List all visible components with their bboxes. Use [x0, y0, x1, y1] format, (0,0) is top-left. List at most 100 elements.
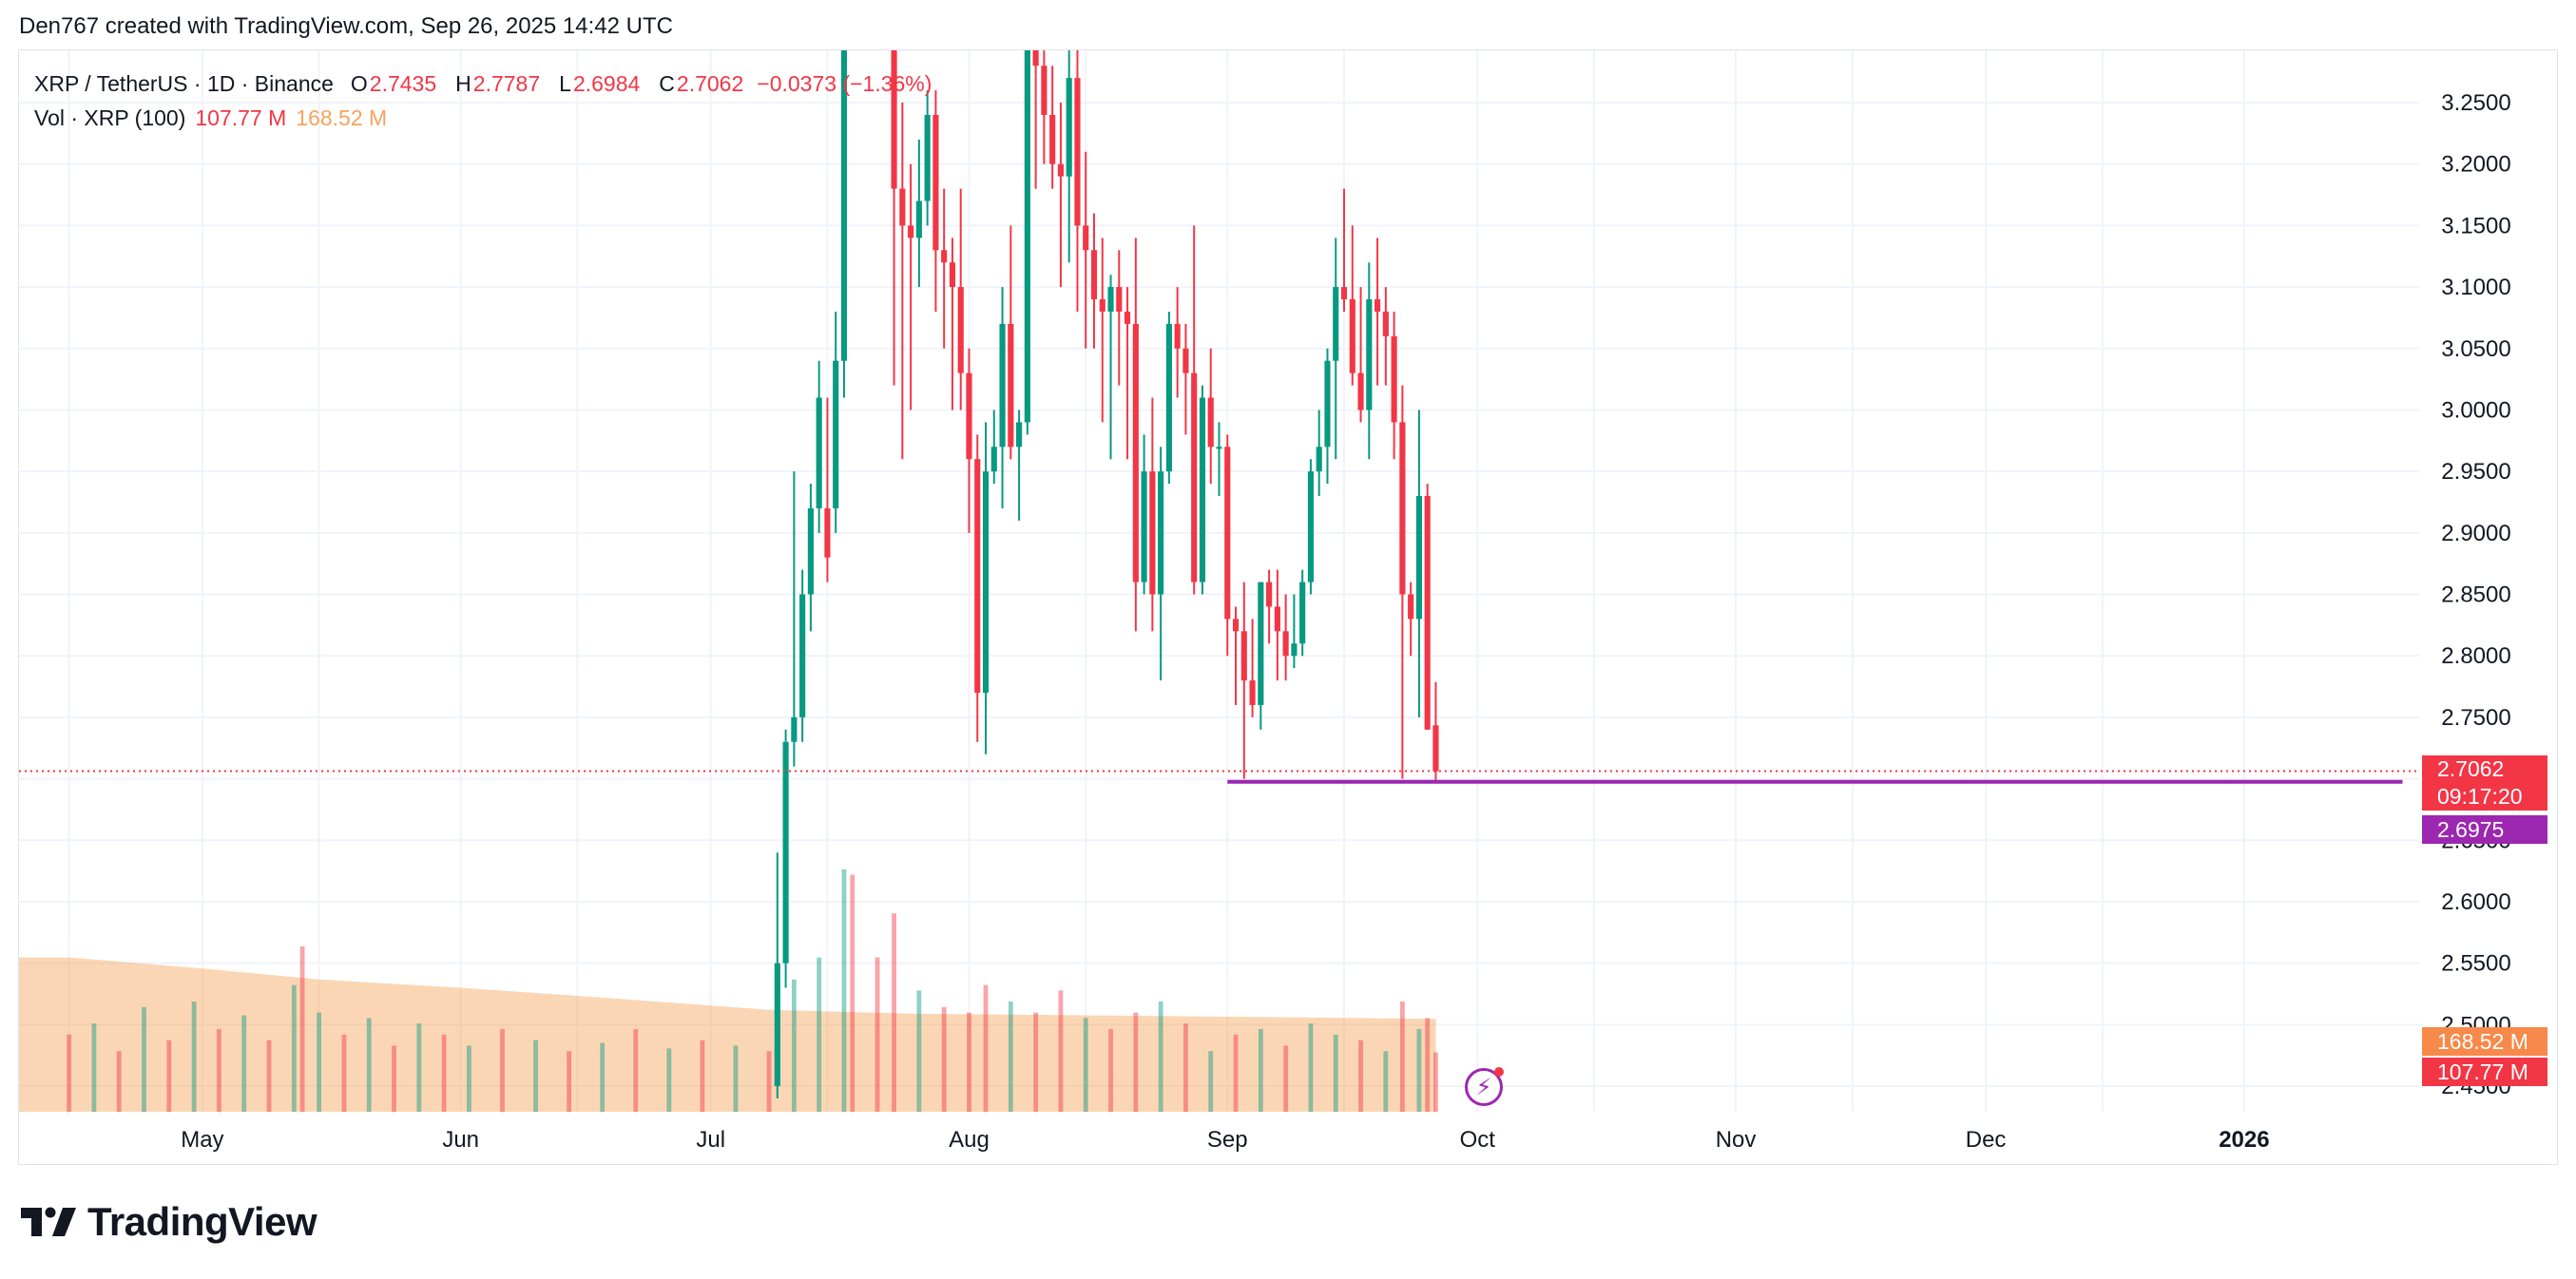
candle-body[interactable]: [1307, 471, 1315, 582]
volume-bar: [791, 979, 797, 1112]
candle-body[interactable]: [1191, 372, 1198, 582]
high-value: 2.7787: [472, 71, 541, 96]
candle-body[interactable]: [949, 262, 956, 288]
candle-body[interactable]: [1424, 496, 1431, 730]
candle-body[interactable]: [1408, 594, 1414, 620]
candle-body[interactable]: [791, 716, 798, 742]
candle-body[interactable]: [774, 963, 780, 1086]
candle-body[interactable]: [1024, 29, 1030, 423]
candle-body[interactable]: [1249, 680, 1256, 705]
candle-body[interactable]: [1107, 287, 1114, 312]
candle-body[interactable]: [1282, 631, 1289, 657]
candle-body[interactable]: [1141, 471, 1147, 582]
volume-bar: [266, 1040, 272, 1112]
candle-body[interactable]: [1224, 447, 1231, 620]
candle-body[interactable]: [1099, 299, 1105, 312]
y-axis-tick-label: 2.9500: [2441, 459, 2510, 485]
candle-body[interactable]: [1333, 287, 1339, 361]
candle-body[interactable]: [1158, 471, 1164, 595]
candle-body[interactable]: [1349, 299, 1355, 373]
candle-body[interactable]: [1199, 397, 1206, 582]
volume-bar: [666, 1048, 672, 1112]
chart-frame[interactable]: [18, 49, 2558, 1165]
candle-body[interactable]: [1116, 287, 1123, 312]
candle-body[interactable]: [1074, 78, 1081, 226]
candle-body[interactable]: [908, 225, 914, 239]
ohlc-legend-row: XRP / TetherUS · 1D · Binance O2.7435 H2…: [34, 67, 933, 101]
candle-body[interactable]: [1216, 447, 1222, 449]
candle-body[interactable]: [1132, 323, 1139, 582]
x-axis-tick-label: May: [181, 1127, 223, 1153]
candle-body[interactable]: [1016, 422, 1023, 448]
candle-body[interactable]: [824, 507, 831, 558]
candle-body[interactable]: [1399, 422, 1406, 595]
last-price-value: 2.7062: [2437, 756, 2505, 781]
volume-bar: [533, 1040, 538, 1112]
candle-body[interactable]: [932, 114, 939, 251]
candle-body[interactable]: [1083, 225, 1089, 251]
candle-body[interactable]: [1382, 311, 1389, 336]
candle-body[interactable]: [1057, 163, 1064, 177]
volume-bar: [875, 957, 880, 1112]
candle-body[interactable]: [1008, 323, 1014, 448]
candle-body[interactable]: [899, 188, 906, 226]
candle-body[interactable]: [1066, 78, 1072, 177]
volume-bar: [1083, 1018, 1088, 1112]
candle-body[interactable]: [782, 741, 789, 964]
candle-body[interactable]: [1049, 114, 1056, 164]
candle-body[interactable]: [807, 507, 814, 595]
symbol-label[interactable]: XRP / TetherUS · 1D · Binance: [34, 71, 334, 96]
candle-body[interactable]: [1165, 323, 1172, 472]
candle-body[interactable]: [924, 114, 931, 201]
candle-body[interactable]: [1375, 299, 1381, 312]
candle-body[interactable]: [1316, 447, 1322, 472]
candle-body[interactable]: [1240, 631, 1247, 681]
candle-body[interactable]: [1266, 582, 1273, 607]
candle-body[interactable]: [1299, 582, 1306, 644]
candle-body[interactable]: [1149, 471, 1156, 595]
y-axis-tick-label: 3.0000: [2441, 397, 2510, 423]
candle-body[interactable]: [1174, 323, 1181, 349]
candle-body[interactable]: [1415, 496, 1422, 620]
volume-bar: [1258, 1029, 1263, 1112]
volume-bar: [299, 946, 305, 1112]
candle-body[interactable]: [1207, 397, 1214, 448]
x-axis-tick-label: Aug: [949, 1127, 990, 1153]
candle-body[interactable]: [957, 287, 964, 373]
candle-body[interactable]: [1258, 582, 1264, 705]
candle-body[interactable]: [1182, 348, 1189, 373]
candle-body[interactable]: [1274, 606, 1280, 632]
candle-body[interactable]: [891, 0, 897, 189]
chart-legend: XRP / TetherUS · 1D · Binance O2.7435 H2…: [34, 67, 933, 135]
candle-body[interactable]: [1032, 29, 1039, 67]
candle-body[interactable]: [1291, 643, 1298, 657]
candle-body[interactable]: [999, 323, 1006, 448]
candle-body[interactable]: [1340, 287, 1348, 299]
candle-body[interactable]: [1391, 335, 1397, 423]
candle-body[interactable]: [941, 250, 948, 263]
candle-body[interactable]: [833, 360, 839, 508]
candle-body[interactable]: [1366, 299, 1373, 410]
candle-body[interactable]: [982, 471, 990, 693]
candle-body[interactable]: [915, 200, 922, 239]
y-axis-tick-label: 3.0500: [2441, 336, 2510, 362]
candle-body[interactable]: [974, 459, 981, 693]
candle-body[interactable]: [799, 594, 806, 717]
candle-body[interactable]: [990, 447, 997, 472]
volume-bar: [366, 1018, 372, 1112]
candle-body[interactable]: [1124, 311, 1131, 324]
candle-body[interactable]: [1324, 360, 1331, 448]
volume-label[interactable]: Vol · XRP (100): [34, 105, 186, 130]
candle-body[interactable]: [816, 397, 822, 508]
candle-body[interactable]: [1090, 250, 1098, 299]
candle-body[interactable]: [1432, 725, 1439, 772]
volume-last-tag-value: 107.77 M: [2437, 1059, 2528, 1084]
candle-body[interactable]: [1357, 372, 1364, 410]
candle-body[interactable]: [840, 0, 848, 361]
tradingview-logo[interactable]: TradingView: [21, 1199, 317, 1245]
candle-body[interactable]: [1232, 619, 1240, 632]
x-axis-tick-label: Jun: [442, 1127, 479, 1153]
candle-body[interactable]: [966, 372, 972, 460]
candle-body[interactable]: [1041, 66, 1048, 115]
